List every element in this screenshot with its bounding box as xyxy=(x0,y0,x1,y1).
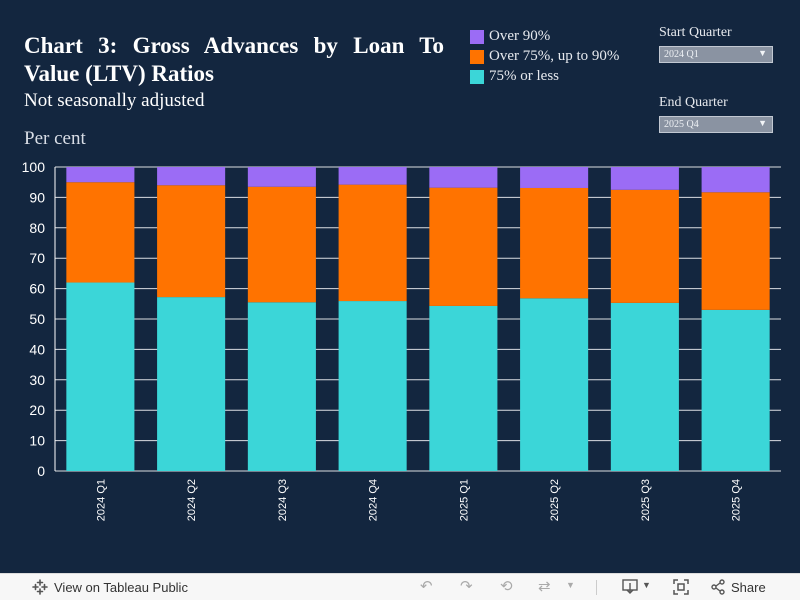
chevron-down-icon[interactable]: ▼ xyxy=(566,580,575,590)
chevron-down-icon[interactable]: ▼ xyxy=(642,580,651,590)
y-tick-label: 0 xyxy=(37,463,45,479)
share-label: Share xyxy=(731,579,766,595)
bar-segment[interactable] xyxy=(701,309,770,471)
bar-segment[interactable] xyxy=(338,167,407,185)
y-tick-label: 80 xyxy=(29,220,45,236)
chevron-down-icon: ▼ xyxy=(758,48,767,58)
bar-segment[interactable] xyxy=(610,302,679,471)
download-icon[interactable] xyxy=(622,579,640,595)
y-tick-label: 90 xyxy=(29,189,45,205)
bar-segment[interactable] xyxy=(157,297,226,471)
y-tick-label: 20 xyxy=(29,402,45,418)
legend-item-75-to-90[interactable]: Over 75%, up to 90% xyxy=(470,47,619,66)
start-quarter-filter: Start Quarter 2024 Q1 ▼ xyxy=(659,25,773,63)
view-on-tableau-link[interactable]: View on Tableau Public xyxy=(32,579,188,595)
start-quarter-label: Start Quarter xyxy=(659,25,732,40)
bar-segment[interactable] xyxy=(247,302,316,471)
bar-segment[interactable] xyxy=(66,182,135,283)
toolbar-divider xyxy=(596,580,597,595)
bar-segment[interactable] xyxy=(338,184,407,302)
start-quarter-dropdown[interactable]: 2024 Q1 ▼ xyxy=(659,46,773,63)
x-tick-label: 2024 Q4 xyxy=(368,479,380,521)
bar-segment[interactable] xyxy=(247,167,316,187)
end-quarter-label: End Quarter xyxy=(659,95,728,110)
legend-swatch xyxy=(470,49,484,64)
legend: Over 90% Over 75%, up to 90% 75% or less xyxy=(470,27,619,87)
x-tick-label: 2025 Q4 xyxy=(731,479,743,521)
bar-segment[interactable] xyxy=(157,167,226,186)
redo-icon[interactable]: ↷ xyxy=(460,578,473,595)
bar-segment[interactable] xyxy=(520,167,589,188)
x-tick-label: 2024 Q2 xyxy=(186,479,198,521)
bar-segment[interactable] xyxy=(157,185,226,298)
bar-segment[interactable] xyxy=(701,167,770,193)
bar-segment[interactable] xyxy=(610,189,679,303)
tableau-logo-icon xyxy=(32,579,48,595)
legend-item-75-or-less[interactable]: 75% or less xyxy=(470,67,619,86)
legend-label: Over 90% xyxy=(489,28,551,44)
y-tick-label: 100 xyxy=(22,159,46,175)
stacked-bar-chart: 0 10 20 30 40 50 60 70 80 90 100 2024 Q1 2024 Q2 2024… xyxy=(22,159,781,521)
end-quarter-dropdown[interactable]: 2025 Q4 ▼ xyxy=(659,116,773,133)
end-quarter-value: 2025 Q4 xyxy=(664,119,699,130)
chart-subtitle: Not seasonally adjusted xyxy=(24,90,205,111)
view-on-tableau-label: View on Tableau Public xyxy=(54,579,188,595)
bar-segment[interactable] xyxy=(610,167,679,190)
legend-label: 75% or less xyxy=(489,68,559,84)
x-tick-label: 2025 Q3 xyxy=(640,479,652,521)
legend-label: Over 75%, up to 90% xyxy=(489,48,620,64)
bar-segment[interactable] xyxy=(429,187,498,306)
y-tick-label: 30 xyxy=(29,372,45,388)
chevron-down-icon: ▼ xyxy=(758,118,767,128)
bar-segment[interactable] xyxy=(247,186,316,303)
legend-item-over-90[interactable]: Over 90% xyxy=(470,27,619,46)
end-quarter-filter: End Quarter 2025 Q4 ▼ xyxy=(659,95,773,133)
y-tick-label: 70 xyxy=(29,250,45,266)
fullscreen-icon[interactable] xyxy=(673,579,689,595)
bar-segment[interactable] xyxy=(520,298,589,471)
y-tick-label: 40 xyxy=(29,341,45,357)
refresh-icon[interactable]: ⇄ xyxy=(538,578,551,595)
x-tick-label: 2025 Q2 xyxy=(549,479,561,521)
legend-swatch xyxy=(470,29,484,44)
bar-segment[interactable] xyxy=(429,167,498,188)
bar-segment[interactable] xyxy=(66,282,135,471)
y-tick-label: 10 xyxy=(29,433,45,449)
x-tick-label: 2024 Q1 xyxy=(95,479,107,521)
share-icon xyxy=(711,579,725,595)
undo-icon[interactable]: ↶ xyxy=(420,578,433,595)
y-axis-label: Per cent xyxy=(24,128,86,149)
start-quarter-value: 2024 Q1 xyxy=(664,49,699,60)
tableau-viz: Chart 3: Gross Advances by Loan To Value… xyxy=(21,25,781,522)
share-button[interactable]: Share xyxy=(710,579,766,595)
revert-icon[interactable]: ⟲ xyxy=(500,578,513,595)
bar-segment[interactable] xyxy=(66,167,135,183)
y-tick-label: 50 xyxy=(29,311,45,327)
x-tick-label: 2024 Q3 xyxy=(277,479,289,521)
tableau-toolbar: View on Tableau Public ↶ ↷ ⟲ ⇄ ▼ ▼ Share xyxy=(0,573,800,600)
legend-swatch xyxy=(470,69,484,84)
y-tick-label: 60 xyxy=(29,281,45,297)
x-tick-label: 2025 Q1 xyxy=(458,479,470,521)
bar-segment[interactable] xyxy=(338,301,407,471)
chart-title: Chart 3: Gross Advances by Loan To Value… xyxy=(24,33,444,86)
bar-segment[interactable] xyxy=(520,187,589,299)
bar-segment[interactable] xyxy=(429,305,498,471)
bar-segment[interactable] xyxy=(701,192,770,310)
